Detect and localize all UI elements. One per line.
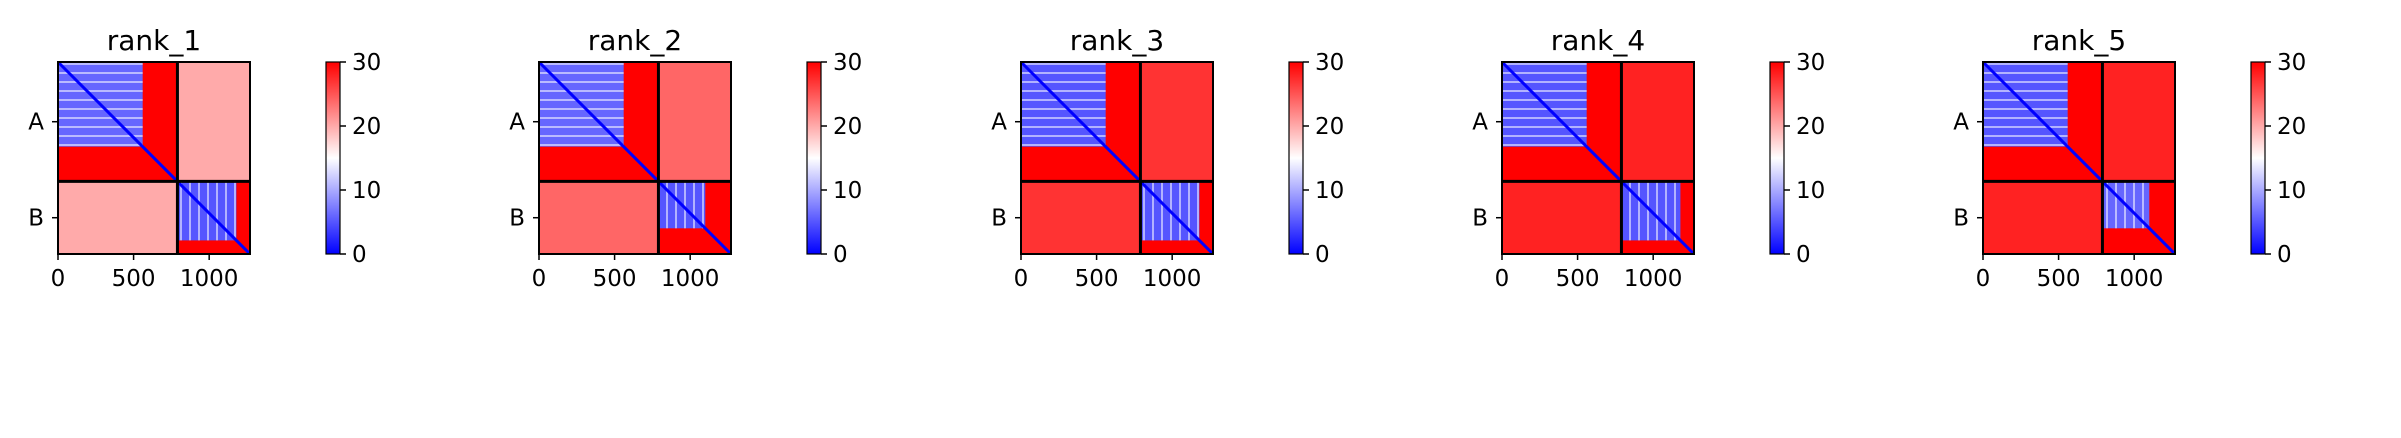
colorbar-tick-label: 30	[1315, 50, 1344, 76]
chain-label-A: A	[509, 110, 525, 136]
panel-title: rank_1	[107, 24, 201, 57]
inter-chain-block-AB	[1140, 62, 1213, 182]
colorbar-tick-label: 20	[1315, 114, 1344, 140]
colorbar-tick-label: 10	[1796, 178, 1825, 204]
pae-panel-1: rank_1 A B 0 500 1000 0 10 20 30	[28, 24, 381, 292]
x-tick-label: 500	[112, 266, 156, 292]
chain-label-A: A	[991, 110, 1007, 136]
colorbar	[1769, 61, 1785, 255]
chain-label-B: B	[1472, 206, 1488, 232]
x-tick-label: 0	[51, 266, 66, 292]
panel-title: rank_2	[588, 24, 682, 57]
x-tick-label: 0	[1014, 266, 1029, 292]
pae-panel-5: rank_5 A B 0 500 1000 0 10 20 30	[1953, 24, 2306, 292]
x-tick-label: 1000	[1143, 266, 1202, 292]
diagonal-line	[1981, 60, 2177, 256]
x-tick-label: 1000	[180, 266, 239, 292]
colorbar-tick-label: 30	[833, 50, 862, 76]
colorbar-tick-label: 20	[2277, 114, 2306, 140]
colorbar-tick-label: 30	[2277, 50, 2306, 76]
diagonal-line	[1500, 60, 1696, 256]
heatmap-frame	[1982, 61, 2176, 255]
chain-label-A: A	[28, 110, 44, 136]
pae-panel-3: rank_3 A B 0 500 1000 0 10 20 30	[991, 24, 1344, 292]
x-tick-label: 500	[593, 266, 637, 292]
colorbar-tick-label: 20	[352, 114, 381, 140]
colorbar-tick-label: 0	[833, 242, 848, 268]
colorbar-tick-label: 0	[2277, 242, 2292, 268]
chain-label-A: A	[1472, 110, 1488, 136]
inter-chain-block-BA	[1021, 181, 1141, 254]
colorbar-tick-label: 0	[352, 242, 367, 268]
heatmap-frame	[1020, 61, 1214, 255]
diagonal-line	[537, 60, 733, 256]
inter-chain-block-AB	[658, 62, 731, 182]
colorbar-tick-label: 0	[1796, 242, 1811, 268]
colorbar	[1288, 61, 1304, 255]
heatmap-frame	[538, 61, 732, 255]
x-tick-label: 500	[1075, 266, 1119, 292]
colorbar-tick-label: 30	[1796, 50, 1825, 76]
colorbar	[806, 61, 822, 255]
x-tick-label: 500	[2037, 266, 2081, 292]
inter-chain-block-AB	[177, 62, 250, 182]
chain-label-A: A	[1953, 110, 1969, 136]
inter-chain-block-AB	[1621, 62, 1694, 182]
colorbar-tick-label: 10	[352, 178, 381, 204]
inter-chain-block-BA	[539, 181, 659, 254]
chain-label-B: B	[28, 206, 44, 232]
colorbar	[2250, 61, 2266, 255]
colorbar-tick-label: 20	[833, 114, 862, 140]
pae-panel-4: rank_4 A B 0 500 1000 0 10 20 30	[1472, 24, 1825, 292]
x-tick-label: 0	[532, 266, 547, 292]
colorbar-tick-label: 20	[1796, 114, 1825, 140]
chain-label-B: B	[509, 206, 525, 232]
panel-title: rank_3	[1070, 24, 1164, 57]
pae-panel-2: rank_2 A B 0 500 1000 0 10 20 30	[509, 24, 862, 292]
x-tick-label: 1000	[2105, 266, 2164, 292]
diagonal-line	[56, 60, 252, 256]
inter-chain-block-BA	[1502, 181, 1622, 254]
chain-label-B: B	[991, 206, 1007, 232]
colorbar-tick-label: 30	[352, 50, 381, 76]
panel-title: rank_5	[2032, 24, 2126, 57]
colorbar-tick-label: 10	[2277, 178, 2306, 204]
x-tick-label: 1000	[661, 266, 720, 292]
colorbar-tick-label: 0	[1315, 242, 1330, 268]
panel-title: rank_4	[1551, 24, 1645, 57]
heatmap-frame	[57, 61, 251, 255]
x-tick-label: 0	[1976, 266, 1991, 292]
x-tick-label: 500	[1556, 266, 1600, 292]
chain-label-B: B	[1953, 206, 1969, 232]
heatmap-frame	[1501, 61, 1695, 255]
colorbar-tick-label: 10	[833, 178, 862, 204]
x-tick-label: 0	[1495, 266, 1510, 292]
inter-chain-block-AB	[2102, 62, 2175, 182]
inter-chain-block-BA	[1983, 181, 2103, 254]
colorbar	[325, 61, 341, 255]
x-tick-label: 1000	[1624, 266, 1683, 292]
inter-chain-block-BA	[58, 181, 178, 254]
diagonal-line	[1019, 60, 1215, 256]
colorbar-tick-label: 10	[1315, 178, 1344, 204]
